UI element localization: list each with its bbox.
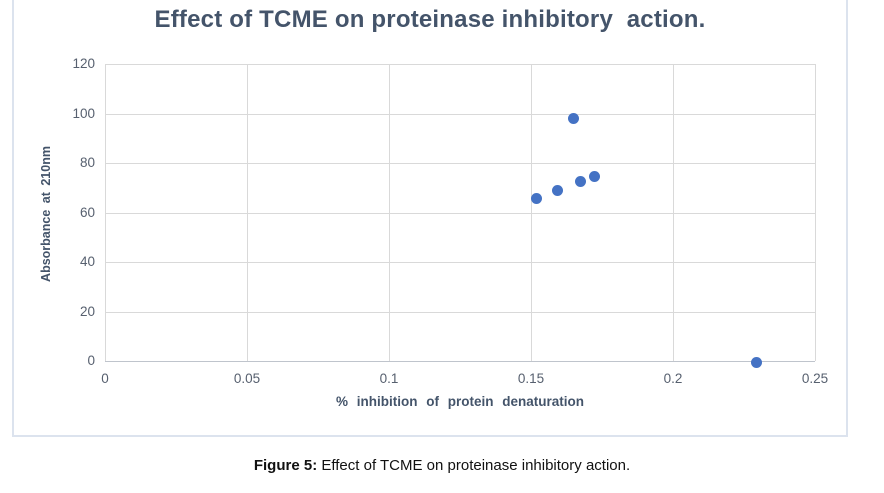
y-tick-label: 80 [79,155,95,170]
data-point [589,171,601,183]
v-gridline [389,64,390,361]
data-point [575,176,587,188]
data-point [568,112,580,124]
x-tick-label: 0.15 [517,371,545,386]
h-gridline [105,361,815,362]
x-tick-label: 0.25 [801,371,829,386]
y-tick-label: 0 [87,353,95,368]
v-gridline [247,64,248,361]
caption-text: Effect of TCME on proteinase inhibitory … [321,457,631,474]
h-gridline [105,311,815,313]
y-tick-label: 60 [79,204,95,220]
y-tick-label: 100 [72,105,95,121]
x-tick-label: 0.1 [379,371,399,386]
h-gridline [105,113,815,115]
y-axis-title: Absorbance at 210nm [39,146,53,282]
y-tick-label: 120 [72,56,95,71]
data-point [531,193,543,205]
v-gridline [815,64,816,361]
plot-area [105,64,816,368]
v-gridline [531,64,532,361]
data-point [552,184,564,196]
x-tick-label: 0.2 [663,371,683,386]
h-gridline [105,262,815,263]
y-tick-label: 20 [79,303,95,319]
v-gridline [105,64,106,361]
x-tick-label: 0 [101,371,109,386]
chart-title: Effect of TCME on proteinase inhibitory … [154,6,706,33]
x-axis-title: % inhibition of protein denaturation [336,394,584,409]
x-tick-label: 0.05 [233,371,261,386]
h-gridline [105,212,815,214]
h-gridline [105,64,815,65]
data-point [751,356,763,368]
figure-caption: Figure 5: Effect of TCME on proteinase i… [0,457,884,474]
h-gridline [105,163,815,164]
v-gridline [673,64,674,361]
y-tick-label: 40 [79,254,95,269]
caption-label: Figure 5: [253,457,318,474]
